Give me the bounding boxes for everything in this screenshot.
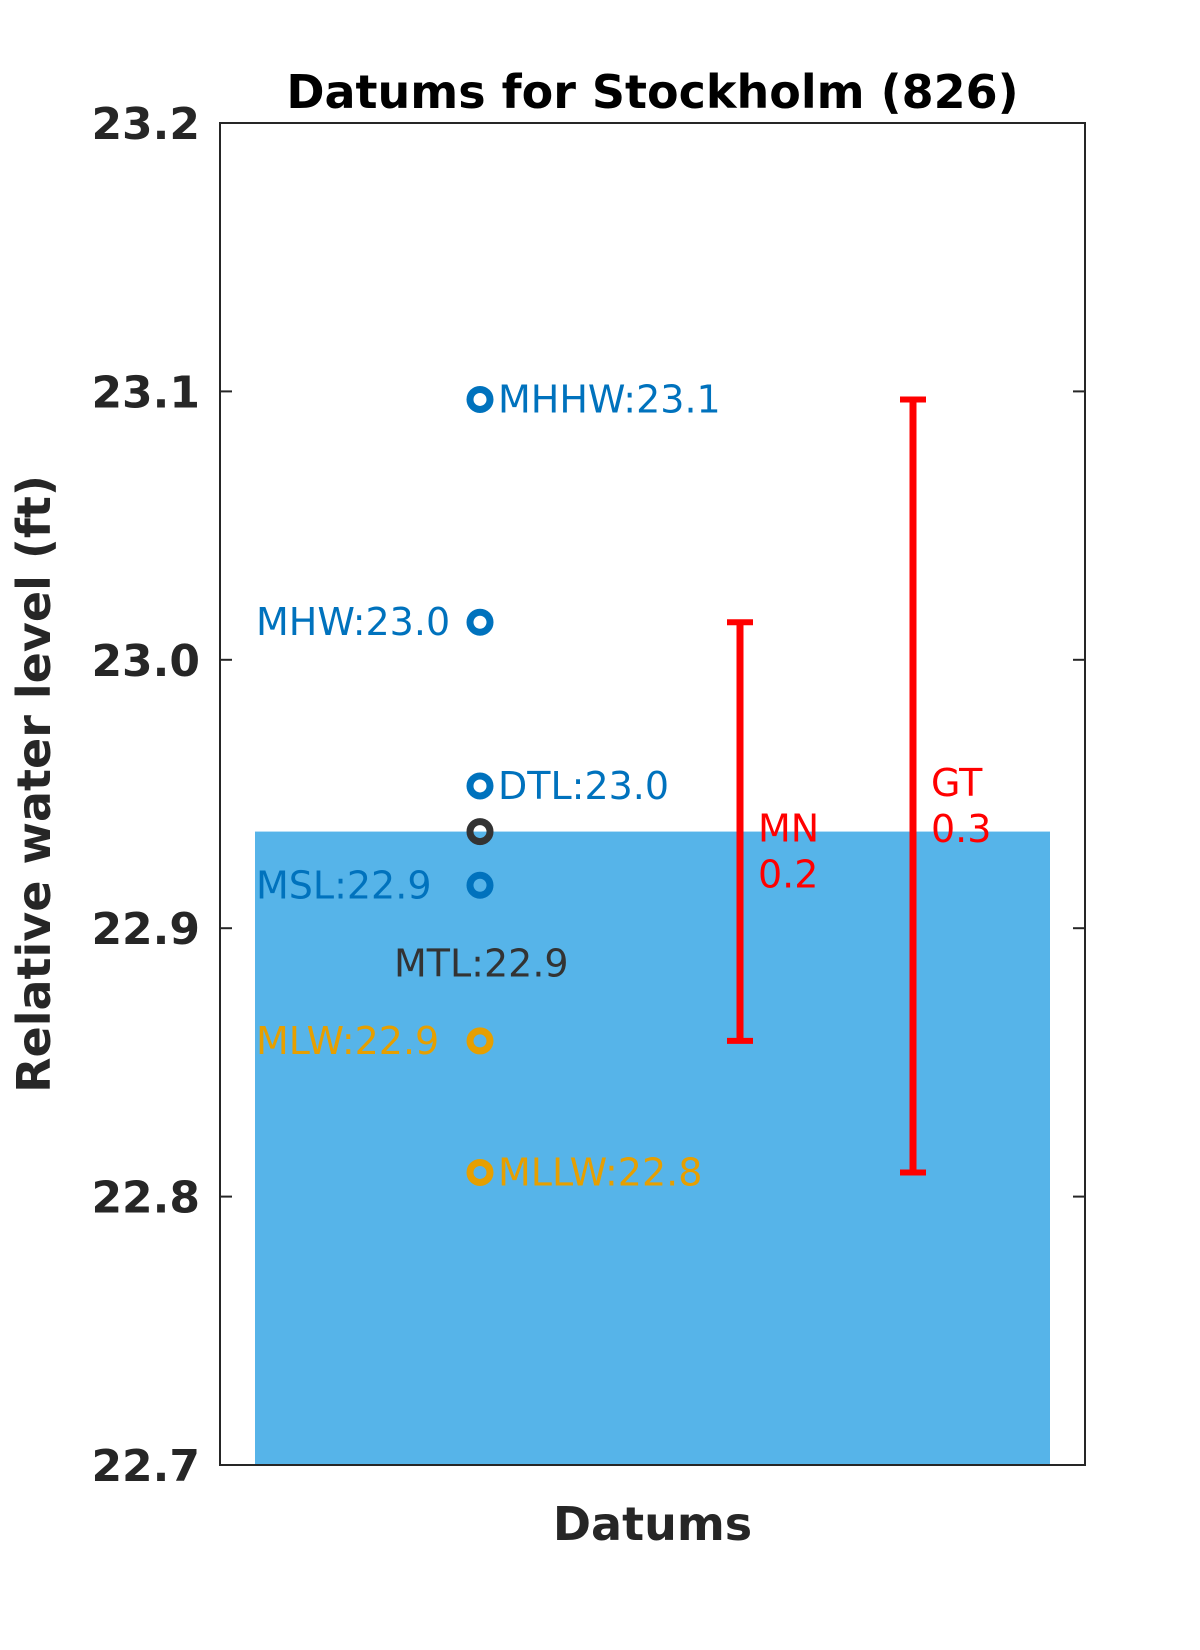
datum-point-marker xyxy=(466,608,494,636)
range-name-label: GT xyxy=(931,761,983,805)
y-tick-label: 23.2 xyxy=(91,99,200,150)
chart-title: Datums for Stockholm (826) xyxy=(286,65,1018,119)
water-level-fill xyxy=(255,831,1050,1465)
datum-point-label: MLW:22.9 xyxy=(256,1019,439,1063)
datum-point-marker xyxy=(466,871,494,899)
y-tick-label: 22.7 xyxy=(91,1441,200,1492)
datum-point-marker xyxy=(466,772,494,800)
y-tick-label: 23.1 xyxy=(91,367,200,418)
datum-point-marker xyxy=(466,385,494,413)
plot-frame xyxy=(219,122,1086,1466)
datum-point-label: DTL:23.0 xyxy=(498,764,669,808)
datum-point-label: MHHW:23.1 xyxy=(498,377,721,421)
y-tick-label: 23.0 xyxy=(91,636,200,687)
datum-point-marker xyxy=(466,818,494,846)
range-value-label: 0.3 xyxy=(931,807,991,851)
y-tick-label: 22.8 xyxy=(91,1173,200,1224)
datum-point-marker xyxy=(466,1158,494,1186)
y-axis: 22.7 22.8 22.9 23.0 23.1 23.2 xyxy=(91,99,1085,1492)
datum-point-label: MLLW:22.8 xyxy=(498,1150,702,1194)
y-tick-label: 22.9 xyxy=(91,904,200,955)
range-name-label: MN xyxy=(758,807,819,851)
datum-point-marker xyxy=(466,1027,494,1055)
y-axis-label: Relative water level (ft) xyxy=(7,475,61,1093)
x-axis-label: Datums xyxy=(553,1497,752,1551)
datum-points: MHHW:23.1 MHW:23.0 DTL:23.0 MTL:22.9 MSL:22.… xyxy=(256,377,721,1194)
datum-point-label: MHW:23.0 xyxy=(256,600,450,644)
range-value-label: 0.2 xyxy=(758,853,818,897)
datum-point-label: MSL:22.9 xyxy=(256,863,432,907)
datum-point-label: MTL:22.9 xyxy=(394,942,569,986)
range-bars: MN0.2 GT0.3 xyxy=(727,396,991,1176)
